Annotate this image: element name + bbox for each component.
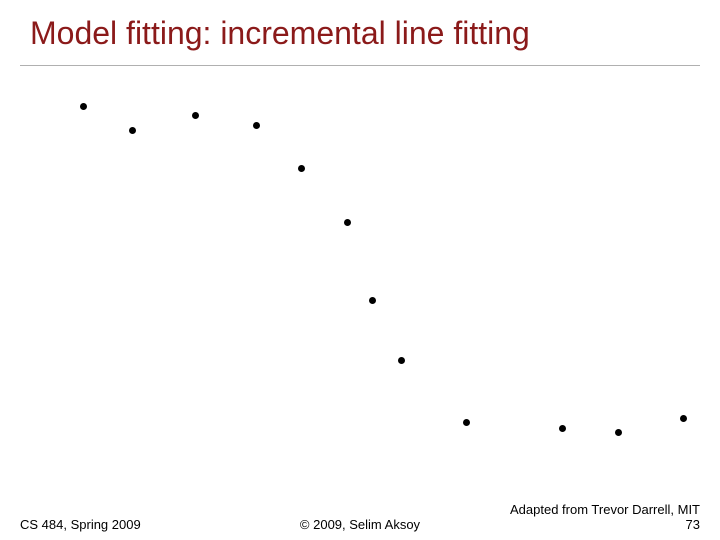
data-point: [559, 425, 566, 432]
scatter-plot: [0, 70, 720, 470]
data-point: [463, 419, 470, 426]
data-point: [680, 415, 687, 422]
data-point: [398, 357, 405, 364]
footer-credit: Adapted from Trevor Darrell, MIT: [510, 502, 700, 517]
data-point: [129, 127, 136, 134]
slide-title: Model fitting: incremental line fitting: [30, 15, 700, 52]
data-point: [298, 165, 305, 172]
footer-page-number: 73: [510, 517, 700, 532]
footer-right-block: Adapted from Trevor Darrell, MIT 73: [510, 502, 700, 532]
title-underline: [20, 65, 700, 66]
data-point: [344, 219, 351, 226]
data-point: [192, 112, 199, 119]
data-point: [615, 429, 622, 436]
data-point: [253, 122, 260, 129]
data-point: [369, 297, 376, 304]
data-point: [80, 103, 87, 110]
